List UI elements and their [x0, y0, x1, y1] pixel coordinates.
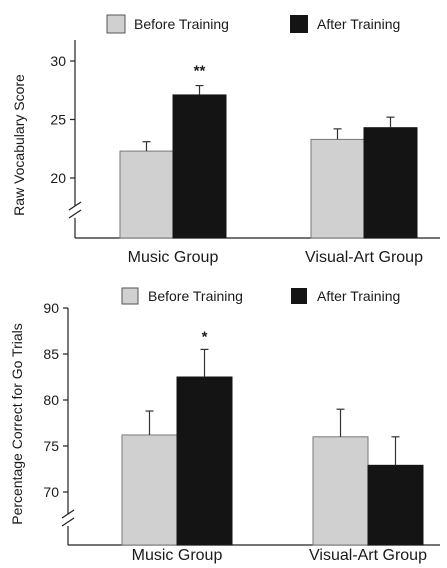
plot-area-vocabulary: 20 25 30 Music Group Visual-Art Group ** — [50, 40, 440, 266]
bar-after — [172, 94, 227, 239]
legend-label-after: After Training — [317, 16, 400, 32]
legend-label-before: Before Training — [148, 288, 243, 304]
plot-area-go-trials: 70 75 80 85 90 Music Group Visual-Art Group * — [43, 300, 440, 564]
axis-break-mark — [61, 509, 75, 519]
category-label: Music Group — [132, 547, 223, 564]
category-label: Visual-Art Group — [305, 249, 423, 266]
legend-swatch-before — [106, 14, 126, 34]
category-label: Music Group — [128, 249, 219, 266]
y-tick-label: 25 — [50, 112, 66, 128]
y-axis-label: Raw Vocabulary Score — [11, 74, 27, 216]
y-axis-label: Percentage Correct for Go Trials — [9, 323, 25, 525]
y-tick-label: 75 — [43, 438, 59, 454]
bar-after — [367, 464, 424, 546]
y-tick-label: 80 — [43, 392, 59, 408]
bar-before — [119, 150, 174, 239]
panel-go-trials: Before Training After Training Percentag… — [9, 287, 440, 564]
legend-vocabulary: Before Training After Training — [106, 14, 400, 34]
axis-break-mark — [68, 201, 82, 211]
bar-before — [312, 436, 369, 546]
legend-swatch-after — [290, 15, 308, 33]
legend-swatch-after — [291, 288, 307, 304]
y-tick-label: 85 — [43, 346, 59, 362]
legend-label-after: After Training — [317, 288, 400, 304]
y-tick-label: 90 — [43, 300, 59, 316]
y-tick-label: 70 — [43, 484, 59, 500]
legend-swatch-before — [121, 287, 139, 305]
y-tick-label: 20 — [50, 170, 66, 186]
legend-label-before: Before Training — [134, 16, 229, 32]
bar-after — [363, 127, 418, 239]
category-label: Visual-Art Group — [309, 547, 427, 564]
significance-marker: * — [202, 328, 208, 345]
axis-break-mark — [68, 209, 82, 219]
legend-go-trials: Before Training After Training — [121, 287, 400, 305]
bar-before — [121, 434, 178, 546]
bar-after — [176, 376, 233, 546]
axis-break-mark — [61, 517, 75, 527]
panel-vocabulary: Before Training After Training Raw Vocab… — [11, 14, 440, 266]
significance-marker: ** — [194, 63, 206, 80]
y-tick-label: 30 — [50, 53, 66, 69]
bar-before — [310, 138, 365, 239]
